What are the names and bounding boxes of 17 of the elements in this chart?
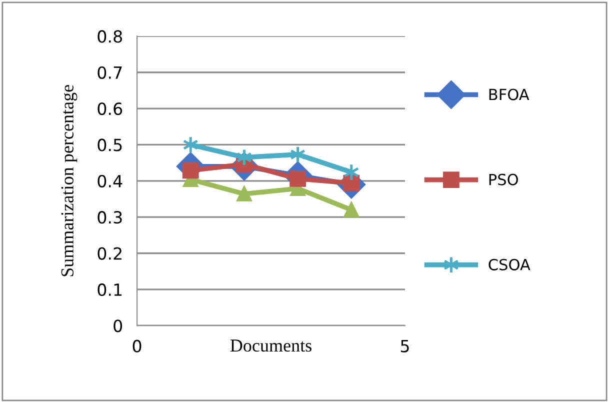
- y-tick-label: 0.8: [98, 30, 122, 43]
- y-axis-title: Summarization percentage: [61, 85, 78, 276]
- y-tick-label: 0.6: [98, 102, 122, 116]
- legend-label: BFOA: [489, 88, 530, 100]
- point: [236, 186, 252, 202]
- x-axis-title: Documents: [230, 340, 312, 352]
- y-tick-label: 0.4: [98, 174, 122, 188]
- y-tick-label: 0.3: [98, 211, 122, 224]
- x-tick-label: 5: [400, 340, 409, 352]
- legend-label: CSOA: [488, 258, 530, 270]
- legend-label: PSO: [489, 174, 518, 186]
- y-tick-label: 0.2: [98, 247, 122, 260]
- point: [344, 202, 359, 218]
- y-tick-label: 0.1: [98, 283, 122, 296]
- y-tick-label: 0.7: [98, 66, 122, 79]
- y-tick-label: 0.5: [98, 138, 122, 152]
- y-tick-label: 0: [114, 320, 122, 332]
